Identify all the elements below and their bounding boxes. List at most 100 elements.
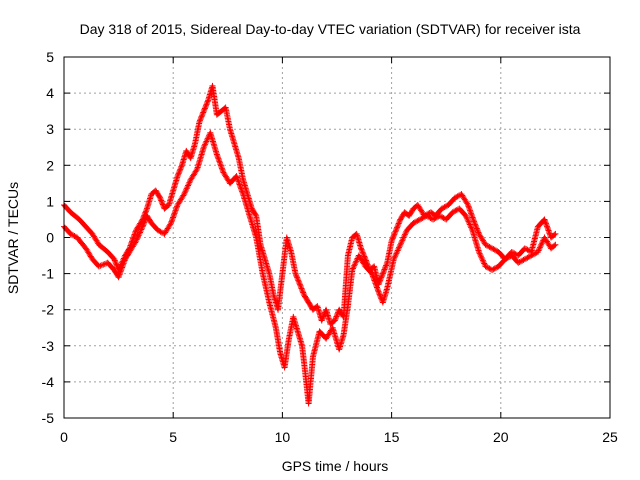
data-point: [319, 314, 326, 321]
data-points: [61, 82, 559, 407]
data-point: [333, 313, 340, 320]
data-point: [468, 210, 475, 217]
data-point: [293, 271, 300, 278]
data-point: [452, 207, 459, 214]
data-point: [177, 166, 184, 173]
data-point: [491, 246, 498, 253]
data-point: [377, 276, 384, 283]
data-point: [401, 231, 408, 238]
data-point: [546, 230, 553, 237]
data-point: [530, 251, 537, 258]
data-point: [98, 262, 105, 269]
data-point: [397, 240, 404, 247]
data-point: [391, 229, 398, 236]
data-point: [451, 194, 458, 201]
data-point: [541, 216, 548, 223]
data-point: [442, 203, 449, 210]
data-point: [375, 288, 382, 295]
data-point: [157, 196, 164, 203]
data-point: [141, 219, 148, 226]
data-point: [294, 276, 301, 283]
data-point: [297, 282, 304, 289]
data-point: [391, 254, 398, 261]
data-point: [299, 288, 306, 295]
data-point: [392, 253, 399, 260]
axis-ticks: 0 5 10 15 20 25 -5 -4 -3 -2 -1 0 1 2 3 4 5: [42, 49, 618, 445]
data-point: [489, 266, 496, 273]
data-point: [116, 272, 123, 279]
data-point: [464, 217, 471, 224]
data-point: [297, 284, 304, 291]
data-point: [388, 238, 395, 245]
data-point: [117, 270, 124, 277]
data-point: [217, 161, 224, 168]
data-point: [132, 230, 139, 237]
data-point: [181, 191, 188, 198]
data-point: [331, 317, 338, 324]
data-point: [177, 165, 184, 172]
data-point: [185, 182, 192, 189]
data-point: [477, 251, 484, 258]
data-point: [370, 274, 377, 281]
data-point: [172, 207, 179, 214]
data-point: [524, 254, 531, 261]
data-point: [466, 221, 473, 228]
data-point: [112, 258, 119, 265]
data-point: [399, 237, 406, 244]
data-point: [186, 179, 193, 186]
data-point: [392, 228, 399, 235]
data-point: [181, 189, 188, 196]
data-point: [351, 261, 358, 268]
data-point: [138, 226, 145, 233]
data-point: [399, 235, 406, 242]
data-point: [536, 244, 543, 251]
data-point: [440, 204, 447, 211]
data-point: [535, 247, 542, 254]
data-point: [197, 116, 204, 123]
data-point: [391, 231, 398, 238]
data-point: [154, 227, 161, 234]
data-point: [420, 214, 427, 221]
data-point: [521, 256, 528, 263]
data-point: [132, 239, 139, 246]
data-point: [479, 257, 486, 264]
data-point: [482, 241, 489, 248]
data-point: [471, 220, 478, 227]
data-point: [334, 312, 340, 319]
data-point: [492, 264, 499, 271]
data-point: [239, 189, 246, 196]
data-point: [374, 287, 381, 294]
data-point: [393, 225, 400, 232]
data-point: [294, 274, 301, 281]
data-point: [416, 216, 423, 223]
y-tick-label: -4: [42, 374, 55, 390]
data-point: [318, 317, 325, 324]
data-point: [215, 155, 222, 162]
data-point: [423, 212, 430, 219]
data-point: [214, 154, 221, 161]
data-point: [532, 250, 539, 257]
data-point: [377, 277, 384, 284]
data-point: [415, 217, 422, 224]
data-point: [218, 165, 225, 172]
data-point: [473, 225, 480, 232]
data-point: [372, 281, 379, 288]
y-tick-label: -2: [42, 302, 55, 318]
data-point: [202, 141, 209, 148]
data-point: [545, 227, 552, 234]
data-point: [389, 236, 396, 243]
data-point: [199, 110, 206, 117]
y-tick-label: 1: [46, 193, 54, 209]
data-point: [134, 235, 141, 242]
data-point: [426, 214, 433, 221]
y-tick-label: -5: [42, 410, 55, 426]
data-point: [135, 233, 142, 240]
data-point: [218, 163, 225, 170]
data-point: [437, 213, 444, 220]
data-point: [167, 221, 174, 228]
y-axis-label: SDTVAR / TECUs: [5, 182, 21, 294]
data-point: [398, 238, 405, 245]
data-point: [238, 187, 245, 194]
data-point: [413, 218, 420, 225]
data-point: [472, 222, 479, 229]
